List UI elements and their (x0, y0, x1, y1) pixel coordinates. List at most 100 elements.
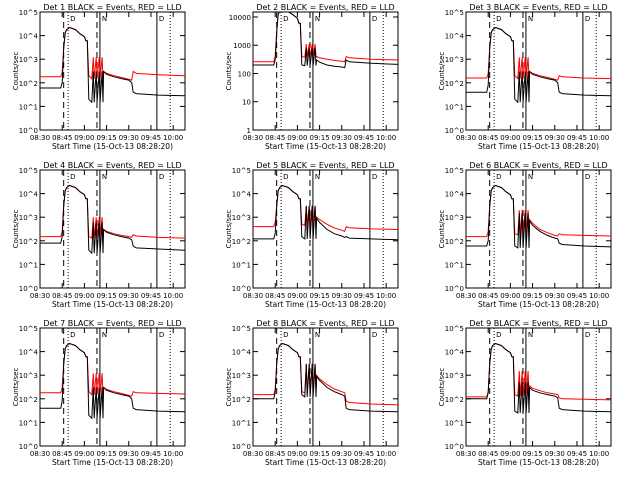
event-marker-letter: N (315, 331, 320, 339)
x-tick-label: 09:00 (287, 134, 307, 142)
y-tick-label: 10^2 (445, 396, 464, 404)
plot-frame (465, 169, 612, 289)
event-marker-letter: D (496, 173, 501, 181)
event-marker-letter: D (496, 15, 501, 23)
event-marker-letter: D (283, 173, 288, 181)
x-tick-label: 09:15 (309, 292, 329, 300)
panel-det-5: Det 5 BLACK = Events, RED = LLD 10^0 10^1 1… (225, 161, 399, 309)
x-axis-label: Start Time (15-Oct-13 08:28:20) (52, 458, 173, 467)
y-tick-label: 10^3 (232, 372, 251, 380)
y-tick-label: 1000 (233, 42, 251, 50)
plot-frame (252, 11, 399, 131)
y-tick-label: 10^2 (445, 80, 464, 88)
x-axis-label: Start Time (15-Oct-13 08:28:20) (478, 458, 599, 467)
panel-det-2: Det 2 BLACK = Events, RED = LLD 1 10 100 100… (225, 3, 399, 151)
events-series (40, 26, 186, 104)
y-tick-label: 10^1 (19, 103, 38, 111)
lld-series (466, 26, 612, 81)
event-marker-letter: D (283, 15, 288, 23)
y-tick-label: 10 (242, 99, 251, 107)
y-tick-label: 10^3 (445, 372, 464, 380)
x-tick-label: 10:00 (589, 450, 609, 458)
y-tick-label: 10^0 (445, 285, 464, 293)
y-axis-label: Counts/sec (12, 368, 20, 407)
events-series (40, 184, 186, 255)
event-marker-letter: N (102, 173, 107, 181)
panel-det-7: Det 7 BLACK = Events, RED = LLD 10^0 10^1 1… (12, 319, 186, 467)
x-tick-label: 08:45 (265, 450, 285, 458)
event-marker-letter: D (159, 331, 164, 339)
y-tick-label: 10^3 (19, 214, 38, 222)
event-marker-letter: N (102, 15, 107, 23)
y-tick-label: 10^1 (19, 261, 38, 269)
x-tick-label: 09:00 (74, 450, 94, 458)
x-axis-label: Start Time (15-Oct-13 08:28:20) (52, 142, 173, 151)
x-tick-label: 09:45 (567, 450, 587, 458)
y-tick-label: 10^3 (19, 372, 38, 380)
x-tick-label: 08:45 (478, 134, 498, 142)
plot-frame (465, 11, 612, 131)
x-tick-label: 09:15 (96, 450, 116, 458)
events-series (466, 342, 612, 414)
y-tick-label: 10^1 (445, 103, 464, 111)
panel-det-9: Det 9 BLACK = Events, RED = LLD 10^0 10^1 1… (438, 319, 612, 467)
x-tick-label: 08:45 (52, 450, 72, 458)
x-tick-label: 08:30 (456, 292, 476, 300)
x-tick-label: 09:15 (309, 450, 329, 458)
event-marker-letter: D (585, 173, 590, 181)
event-marker-letter: D (70, 331, 75, 339)
event-marker-letter: D (496, 331, 501, 339)
x-tick-label: 09:30 (119, 450, 139, 458)
event-marker-letter: D (159, 173, 164, 181)
events-series (40, 342, 186, 420)
y-tick-label: 10^4 (445, 349, 465, 357)
y-tick-label: 10^0 (19, 127, 38, 135)
events-series (253, 184, 399, 241)
plot-frame (252, 327, 399, 447)
x-tick-label: 10:00 (589, 134, 609, 142)
lld-series (40, 184, 186, 239)
x-axis-label: Start Time (15-Oct-13 08:28:20) (265, 300, 386, 309)
y-tick-label: 10^0 (445, 443, 464, 451)
panel-title: Det 1 BLACK = Events, RED = LLD (43, 3, 181, 12)
panel-det-1: Det 1 BLACK = Events, RED = LLD 10^0 10^1 1… (12, 3, 186, 151)
y-tick-label: 10^5 (19, 9, 38, 17)
x-tick-label: 09:15 (309, 134, 329, 142)
x-tick-label: 09:15 (522, 134, 542, 142)
y-axis-label: Counts/sec (12, 52, 20, 91)
x-axis-label: Start Time (15-Oct-13 08:28:20) (265, 458, 386, 467)
x-tick-label: 09:45 (354, 134, 374, 142)
y-tick-label: 10^2 (19, 238, 38, 246)
x-tick-label: 09:00 (74, 292, 94, 300)
event-marker-letter: D (159, 15, 164, 23)
x-tick-label: 08:45 (478, 292, 498, 300)
x-tick-label: 08:30 (30, 292, 50, 300)
y-tick-label: 10^5 (445, 9, 464, 17)
event-marker-letter: N (315, 15, 320, 23)
x-tick-label: 09:30 (545, 292, 565, 300)
x-tick-label: 09:45 (567, 134, 587, 142)
y-tick-label: 10^2 (19, 80, 38, 88)
y-tick-label: 100 (238, 70, 251, 78)
x-tick-label: 10:00 (376, 134, 396, 142)
events-series (253, 11, 399, 69)
events-series (253, 342, 399, 413)
x-tick-label: 08:30 (30, 134, 50, 142)
y-tick-label: 10^1 (232, 419, 251, 427)
y-tick-label: 10^1 (232, 261, 251, 269)
y-tick-label: 10^5 (19, 167, 38, 175)
y-tick-label: 10^3 (19, 56, 38, 64)
x-tick-label: 08:45 (265, 134, 285, 142)
y-axis-label: Counts/sec (438, 210, 446, 249)
panel-title: Det 3 BLACK = Events, RED = LLD (469, 3, 607, 12)
plot-frame (465, 327, 612, 447)
y-tick-label: 10^0 (232, 285, 251, 293)
event-marker-letter: N (315, 173, 320, 181)
event-marker-letter: D (372, 173, 377, 181)
panel-det-4: Det 4 BLACK = Events, RED = LLD 10^0 10^1 1… (12, 161, 186, 309)
x-tick-label: 09:45 (354, 450, 374, 458)
event-marker-letter: D (585, 331, 590, 339)
x-tick-label: 09:30 (119, 134, 139, 142)
x-tick-label: 09:00 (500, 292, 520, 300)
